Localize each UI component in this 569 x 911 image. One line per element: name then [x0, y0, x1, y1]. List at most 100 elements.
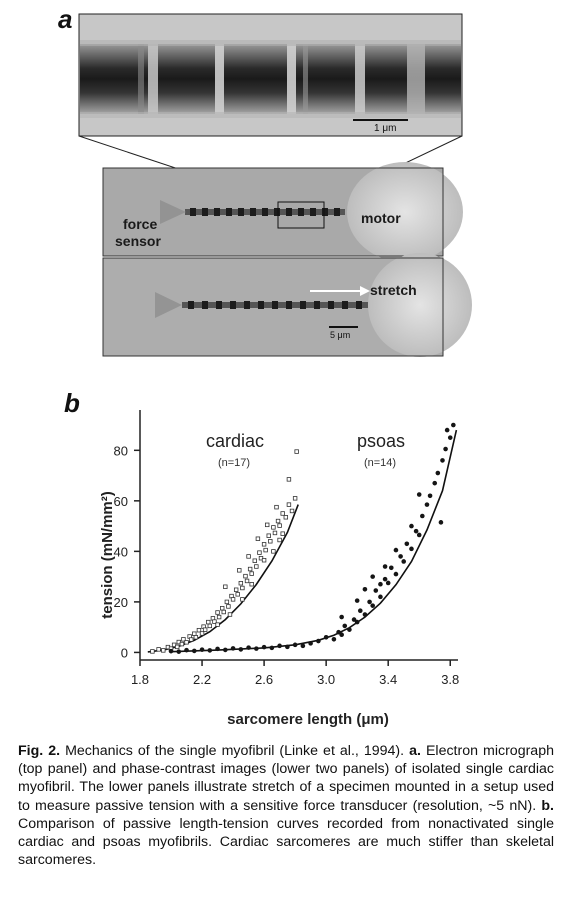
cardiac-data-point	[156, 647, 161, 652]
motor-label: motor	[361, 210, 401, 226]
cardiac-data-point	[244, 578, 250, 584]
cardiac-data-point	[286, 502, 292, 507]
cardiac-data-point	[240, 585, 245, 591]
phase-contrast-panel-top	[102, 162, 463, 262]
psoas-data-point	[285, 644, 290, 650]
cardiac-data-point	[161, 648, 166, 653]
x-tick-label: 1.8	[131, 672, 149, 687]
panel-a-letter: a	[58, 4, 73, 34]
psoas-data-point	[347, 627, 352, 632]
psoas-data-point	[398, 554, 403, 559]
cardiac-data-point	[272, 530, 278, 536]
cardiac-data-point	[261, 542, 267, 547]
psoas-data-point	[409, 546, 414, 552]
cardiac-data-point	[274, 504, 279, 510]
psoas-data-point	[354, 619, 360, 625]
caption-b-text: Comparison of passive length-tension cur…	[18, 815, 554, 869]
cardiac-data-point	[188, 637, 194, 642]
psoas-data-point	[316, 638, 321, 644]
x-tick-label: 3.8	[441, 672, 459, 687]
psoas-data-point	[438, 520, 444, 525]
psoas-data-point	[277, 643, 282, 649]
cardiac-data-point	[150, 649, 155, 654]
psoas-data-point	[370, 603, 375, 608]
cardiac-data-point	[294, 449, 299, 454]
psoas-data-point	[382, 576, 388, 582]
psoas-data-point	[339, 614, 344, 620]
psoas-data-point	[323, 634, 329, 640]
cardiac-data-point	[238, 580, 244, 586]
psoas-data-point	[416, 532, 422, 538]
cardiac-data-point	[193, 635, 199, 640]
psoas-data-point	[451, 422, 456, 428]
cardiac-data-point	[227, 612, 233, 617]
phase-contrast-panel-bottom	[102, 253, 472, 357]
caption-a-text: Electron micrograph (top panel) and phas…	[18, 743, 554, 814]
psoas-data-point	[269, 645, 275, 651]
psoas-data-point	[382, 564, 388, 569]
cardiac-data-point	[192, 631, 197, 636]
cardiac-data-point	[233, 587, 239, 592]
cardiac-data-point	[216, 614, 222, 620]
psoas-data-point	[331, 636, 337, 642]
cardiac-data-point	[249, 571, 254, 576]
cardiac-data-point	[277, 537, 282, 543]
cardiac-data-point	[240, 597, 245, 602]
cardiac-data-point	[184, 640, 189, 645]
cardiac-data-point	[268, 539, 273, 544]
psoas-data-point	[378, 581, 383, 587]
psoas-data-point	[404, 541, 410, 547]
psoas-data-point	[191, 648, 197, 654]
cardiac-data-point	[179, 641, 185, 647]
cardiac-data-point	[224, 599, 230, 605]
cardiac-data-point	[249, 582, 254, 587]
psoas-data-point	[176, 649, 182, 654]
cardiac-data-point	[283, 515, 289, 520]
cardiac-data-point	[254, 564, 259, 569]
psoas-data-point	[393, 571, 399, 577]
cardiac-data-point	[181, 637, 186, 642]
force-sensor-label-line2: sensor	[115, 233, 161, 249]
psoas-data-point	[215, 646, 220, 652]
cardiac-data-point	[221, 609, 226, 615]
y-tick-label: 0	[121, 645, 128, 660]
psoas-data-point	[424, 502, 430, 507]
cardiac-data-point	[266, 533, 271, 538]
psoas-data-point	[401, 559, 407, 564]
psoas-data-point	[409, 523, 414, 529]
psoas-data-point	[342, 623, 348, 629]
caption-intro: Mechanics of the single myofibril (Linke…	[60, 743, 410, 759]
cardiac-data-point	[212, 619, 217, 624]
psoas-data-point	[370, 574, 375, 579]
cardiac-data-point	[243, 573, 248, 579]
psoas-data-point	[416, 492, 422, 497]
psoas-data-point	[427, 493, 433, 499]
plot-area: 1.8 2.2 2.6 3.0 3.4 3.8 0 20 40 60 80	[114, 410, 459, 687]
psoas-data-point	[362, 612, 368, 617]
cardiac-data-point	[275, 518, 281, 524]
cardiac-data-point	[292, 496, 298, 501]
psoas-data-point	[367, 599, 372, 605]
cardiac-data-point	[215, 622, 220, 627]
psoas-data-point	[199, 647, 205, 652]
electron-micrograph-panel	[78, 13, 463, 137]
psoas-data-point	[378, 594, 383, 600]
psoas-data-point	[254, 646, 259, 651]
psoas-data-point	[246, 645, 251, 650]
y-tick-label: 40	[114, 544, 128, 559]
cardiac-data-point	[207, 623, 213, 629]
y-axis-label: tension (mN/mm²)	[99, 491, 116, 619]
cardiac-data-point	[255, 536, 261, 541]
x-tick-label: 3.0	[317, 672, 335, 687]
cardiac-data-point	[247, 566, 253, 572]
psoas-data-point	[357, 608, 363, 614]
caption-fig-label: Fig. 2.	[18, 743, 61, 759]
length-tension-chart: 1.8 2.2 2.6 3.0 3.4 3.8 0 20 40 60 80 sarcomere le…	[99, 410, 459, 728]
cardiac-data-point	[199, 631, 205, 636]
cardiac-fit-curve	[147, 504, 299, 653]
psoas-data-point	[308, 641, 313, 646]
cardiac-data-point	[215, 610, 220, 615]
psoas-data-point	[385, 580, 391, 586]
psoas-data-point	[230, 646, 236, 651]
psoas-data-point	[388, 565, 394, 571]
